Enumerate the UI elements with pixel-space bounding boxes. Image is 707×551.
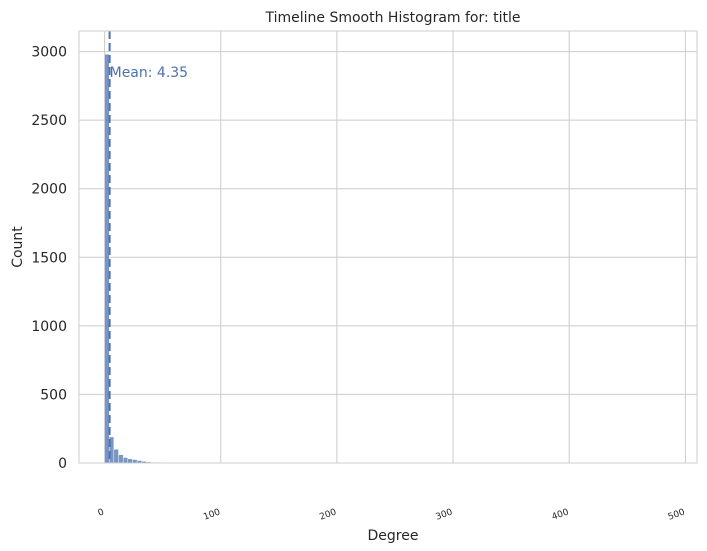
x-axis-label: Degree	[368, 528, 419, 544]
mean-indicator: Mean: 4.35	[108, 31, 188, 463]
histogram-bar	[118, 454, 124, 464]
histogram-bar	[113, 449, 119, 464]
histogram-bar	[132, 459, 138, 464]
x-tick-label: 0	[97, 507, 106, 518]
histogram-bar	[127, 458, 133, 464]
grid-lines	[79, 31, 697, 464]
histogram-bar	[104, 54, 110, 464]
y-axis-label: Count	[10, 226, 26, 268]
histogram-bar	[122, 457, 128, 464]
y-tick-label: 2000	[31, 182, 67, 198]
y-tick-label: 1500	[31, 250, 67, 266]
y-tick-label: 0	[58, 456, 67, 472]
plot-frame	[78, 30, 698, 464]
y-tick-label: 3000	[31, 45, 67, 61]
chart-title: Timeline Smooth Histogram for: title	[264, 10, 520, 26]
y-tick-label: 1000	[31, 319, 67, 335]
y-tick-label: 500	[40, 387, 67, 403]
mean-label: Mean: 4.35	[110, 65, 188, 81]
y-tick-label: 2500	[31, 113, 67, 129]
